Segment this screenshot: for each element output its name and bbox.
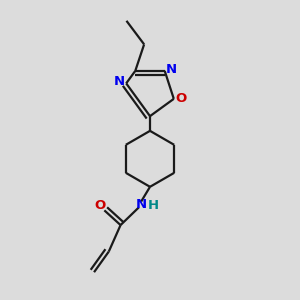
Text: N: N [166,63,177,76]
Text: O: O [94,199,106,212]
Text: N: N [136,198,147,211]
Text: N: N [114,75,125,88]
Text: H: H [147,200,158,212]
Text: O: O [176,92,187,105]
